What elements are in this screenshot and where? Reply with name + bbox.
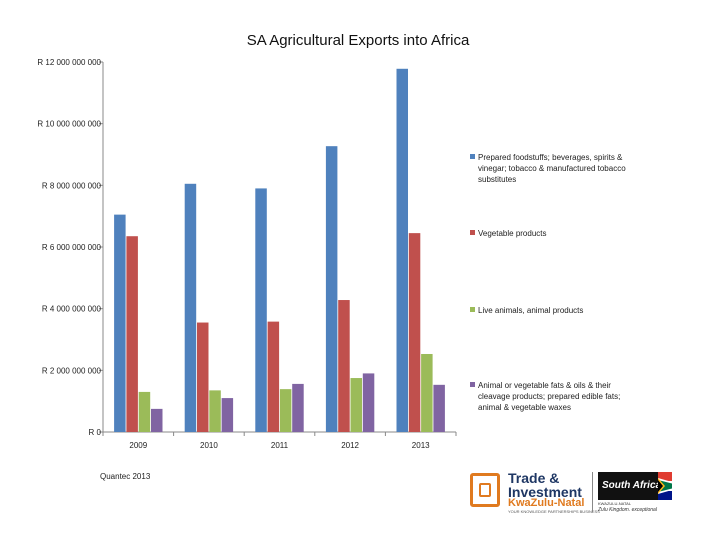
y-tick-label: R 10 000 000 000	[37, 120, 101, 129]
south-africa-logo: South Africa KWAZULU-NATAL Zulu Kingdom.…	[592, 470, 680, 516]
y-tick-label: R 12 000 000 000	[37, 58, 101, 67]
tik-logo-tagline: YOUR KNOWLEDGE PARTNERSHIPS BUSINESS	[508, 509, 600, 514]
sa-logo-tagline: Zulu Kingdom. exceptional	[598, 507, 657, 513]
legend-item: Vegetable products	[470, 229, 547, 238]
legend-item: Animal or vegetable fats & oils & their c…	[470, 381, 620, 412]
y-tick-label: R 6 000 000 000	[42, 243, 102, 252]
legend-label: Live animals, animal products	[478, 306, 583, 315]
legend-label: cleavage products; prepared edible fats;	[478, 392, 620, 401]
bar-2012-series-2	[338, 300, 350, 432]
tik-logo-line3: KwaZulu-Natal	[508, 497, 585, 509]
legend: Prepared foodstuffs; beverages, spirits …	[470, 153, 626, 412]
legend-item: Prepared foodstuffs; beverages, spirits …	[470, 153, 626, 184]
x-tick-label: 2010	[200, 441, 218, 450]
tik-logo-icon	[470, 473, 500, 507]
y-tick-label: R 4 000 000 000	[42, 305, 102, 314]
legend-label: substitutes	[478, 175, 516, 184]
bar-2013-series-4	[433, 384, 445, 432]
bar-2012-series-3	[350, 378, 362, 432]
legend-label: Prepared foodstuffs; beverages, spirits …	[478, 153, 623, 162]
tik-logo-line1: Trade &	[508, 470, 560, 486]
bar-2010-series-3	[209, 390, 221, 432]
bar-2009-series-4	[151, 408, 163, 432]
sa-flag-icon	[658, 472, 672, 500]
bar-2013-series-3	[421, 353, 433, 432]
legend-swatch	[470, 382, 475, 387]
bar-2010-series-4	[221, 398, 234, 432]
legend-swatch	[470, 154, 475, 159]
bar-2010-series-2	[197, 322, 209, 432]
y-axis: R 0 R 2 000 000 000 R 4 000 000 000 R 6 000…	[37, 58, 104, 437]
bar-2009-series-3	[138, 391, 151, 432]
legend-label: Vegetable products	[478, 229, 547, 238]
sa-logo-wordmark: South Africa	[598, 472, 658, 500]
bar-2011-series-2	[267, 321, 280, 432]
bar-2011-series-4	[292, 383, 304, 432]
sa-logo-subline: KWAZULU-NATAL	[598, 501, 632, 506]
bar-2009-series-1	[114, 214, 126, 432]
legend-swatch	[470, 307, 475, 312]
bar-2013-series-1	[396, 68, 408, 433]
y-tick-label: R 0	[89, 428, 102, 437]
x-axis: 2009 2010 2011 2012 2013	[102, 431, 457, 450]
x-tick-label: 2012	[341, 441, 359, 450]
legend-label: animal & vegetable waxes	[478, 403, 571, 412]
tik-logo-line2: Investment	[508, 484, 582, 500]
legend-label: Animal or vegetable fats & oils & their	[478, 381, 611, 390]
legend-swatch	[470, 230, 475, 235]
bar-2011-series-1	[255, 188, 267, 432]
y-tick-label: R 2 000 000 000	[42, 366, 102, 375]
x-tick-label: 2009	[129, 441, 147, 450]
x-tick-label: 2013	[412, 441, 430, 450]
trade-investment-kzn-logo: Trade & Investment KwaZulu-Natal YOUR KN…	[470, 470, 600, 516]
bar-2009-series-2	[126, 236, 138, 432]
bar-2012-series-1	[325, 146, 338, 433]
source-note: Quantec 2013	[100, 472, 151, 481]
bar-2012-series-4	[362, 373, 375, 432]
bar-2013-series-2	[408, 233, 421, 432]
y-tick-label: R 8 000 000 000	[42, 181, 102, 190]
chart-title: SA Agricultural Exports into Africa	[247, 32, 470, 49]
bar-2011-series-3	[279, 389, 292, 432]
x-tick-label: 2011	[271, 441, 289, 450]
bar-2010-series-1	[184, 183, 197, 432]
legend-label: vinegar; tobacco & manufactured tobacco	[478, 164, 626, 173]
legend-item: Live animals, animal products	[470, 306, 583, 315]
bars	[114, 68, 445, 433]
